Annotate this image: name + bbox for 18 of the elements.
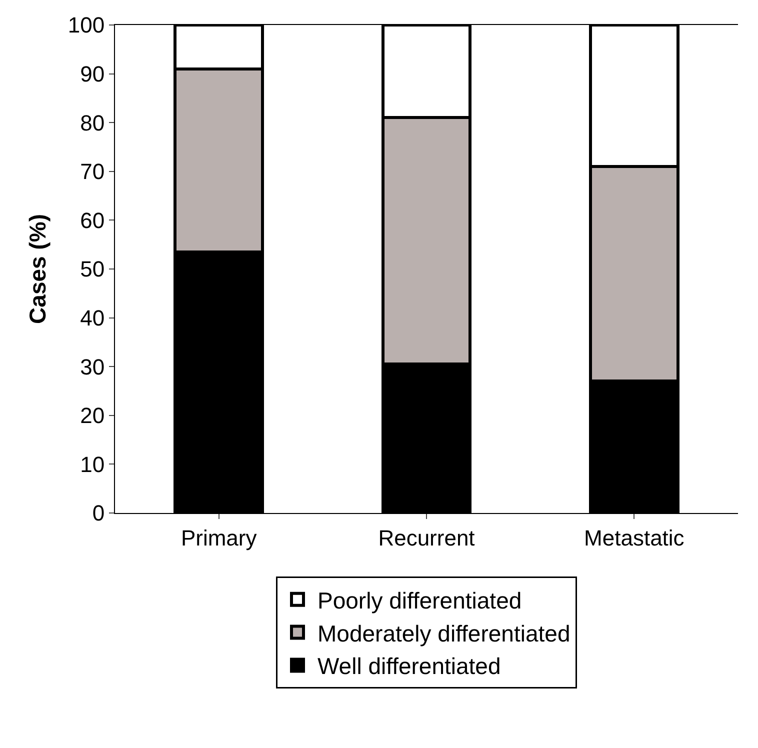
- y-tick-label: 0: [92, 500, 105, 526]
- y-tick-label: 50: [80, 256, 105, 282]
- y-axis-title: Cases (%): [24, 214, 50, 324]
- legend-label: Poorly differentiated: [318, 587, 522, 614]
- y-tick-label: 40: [80, 306, 105, 330]
- y-tick-label: 70: [80, 159, 105, 184]
- y-tick-label: 60: [80, 208, 105, 233]
- x-tick-label: Primary: [180, 525, 257, 550]
- y-tick-label: 80: [80, 110, 105, 136]
- y-tick-label: 100: [68, 12, 105, 38]
- legend-label: Moderately differentiated: [318, 620, 570, 646]
- x-tick-label: Recurrent: [378, 525, 475, 550]
- legend-label: Well differentiated: [318, 653, 501, 680]
- y-tick-label: 20: [80, 403, 105, 428]
- y-tick-label: 10: [80, 452, 105, 477]
- y-tick-label: 90: [80, 62, 105, 86]
- x-tick-label: Metastatic: [584, 525, 684, 550]
- y-tick-label: 30: [80, 354, 105, 380]
